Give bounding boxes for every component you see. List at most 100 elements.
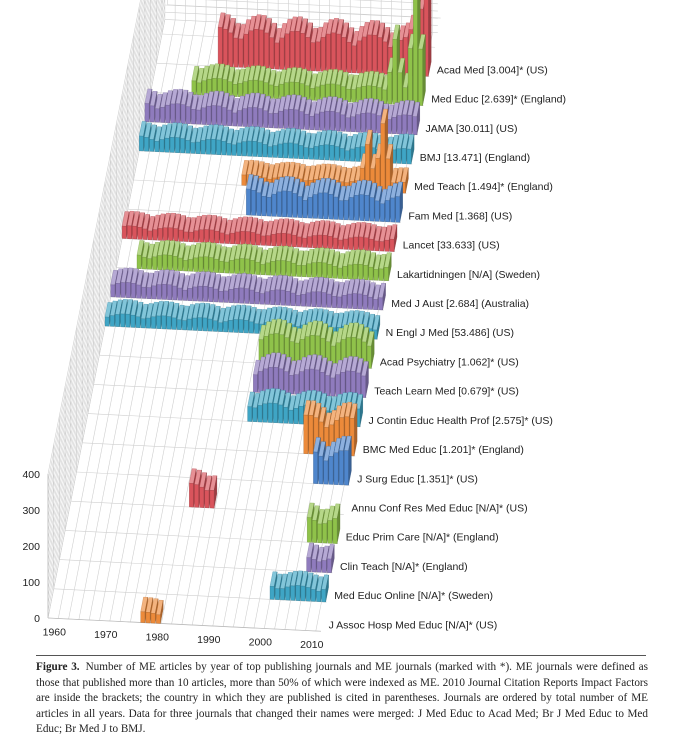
bar — [303, 414, 309, 454]
series-label: N Engl J Med [53.486] (US) — [386, 327, 514, 339]
bar — [335, 112, 340, 132]
series-label: BMJ [13.471] (England) — [420, 152, 530, 164]
bar — [346, 88, 351, 103]
caption-text: Number of ME articles by year of top pub… — [36, 661, 648, 736]
bar — [320, 37, 326, 72]
bar — [385, 200, 390, 223]
bar — [144, 103, 150, 122]
bar — [241, 174, 247, 186]
bar — [340, 114, 345, 132]
bar — [250, 232, 256, 246]
bar — [126, 282, 131, 298]
bar — [282, 190, 287, 218]
bar — [357, 293, 363, 310]
bar — [194, 484, 199, 508]
bar — [316, 591, 321, 602]
bar — [333, 196, 339, 220]
bar — [156, 614, 161, 624]
bar — [249, 289, 255, 304]
bar — [182, 289, 188, 301]
bar — [115, 314, 120, 327]
bar — [300, 585, 306, 602]
bar — [413, 0, 418, 106]
bar — [337, 296, 342, 309]
bar — [161, 315, 167, 330]
bar — [345, 150, 350, 162]
caption-rule — [36, 655, 646, 656]
x-tick-label: 1980 — [146, 632, 170, 644]
bar — [358, 264, 363, 280]
bar — [236, 142, 242, 156]
bar — [238, 38, 244, 68]
series-label: Med Teach [1.494]* (England) — [414, 181, 553, 193]
bar — [187, 318, 192, 331]
bar — [311, 559, 317, 573]
bar — [247, 107, 253, 127]
bar — [357, 40, 362, 74]
bar — [196, 109, 201, 125]
bar — [314, 146, 319, 160]
floor-gridline — [167, 4, 441, 19]
bar — [240, 231, 245, 245]
bar — [341, 37, 347, 73]
bar — [310, 42, 316, 72]
bar — [275, 260, 281, 276]
bar — [291, 262, 296, 277]
bar — [322, 235, 328, 249]
bar — [146, 317, 151, 329]
bar — [361, 113, 366, 133]
bar — [213, 288, 219, 303]
bar — [141, 286, 146, 299]
bar — [254, 291, 260, 305]
bar — [319, 111, 325, 131]
bar — [237, 110, 242, 127]
bar — [280, 588, 285, 601]
bar — [172, 285, 177, 301]
bar — [168, 227, 173, 242]
bar — [285, 291, 291, 306]
bar — [275, 588, 280, 600]
x-axis-line — [47, 617, 321, 632]
bar — [296, 265, 302, 277]
bar — [120, 282, 126, 298]
bar — [290, 31, 295, 71]
bar — [350, 148, 355, 162]
bar — [269, 586, 275, 600]
bar — [247, 140, 252, 157]
bar — [160, 107, 165, 123]
bar — [243, 33, 249, 68]
bar — [233, 319, 239, 333]
bar — [278, 143, 283, 158]
bar — [121, 225, 127, 239]
series-label: Fam Med [1.368] (US) — [408, 210, 512, 222]
bar — [297, 236, 302, 248]
bar — [238, 319, 244, 333]
bar — [379, 241, 384, 252]
bar — [312, 235, 318, 249]
bar — [397, 72, 403, 105]
bar — [390, 197, 395, 223]
bar — [253, 374, 258, 393]
bar — [321, 560, 327, 573]
x-tick-label: 1970 — [94, 629, 118, 641]
bar — [217, 27, 223, 67]
sidewall-gridline — [47, 0, 144, 489]
bar — [232, 84, 238, 97]
bar — [199, 486, 204, 508]
bar — [281, 260, 286, 276]
bar — [369, 238, 374, 251]
bar — [230, 232, 235, 245]
bar — [208, 257, 214, 273]
wall-gridline — [203, 0, 438, 12]
bar — [146, 287, 152, 299]
bar — [313, 451, 318, 484]
bar — [287, 191, 292, 218]
bar — [325, 375, 330, 397]
bar — [364, 195, 370, 222]
bar — [352, 293, 358, 309]
x-tick-label: 1960 — [43, 627, 67, 639]
bar — [345, 117, 351, 132]
bar — [327, 558, 332, 573]
bar — [395, 196, 400, 223]
bar — [355, 147, 360, 162]
